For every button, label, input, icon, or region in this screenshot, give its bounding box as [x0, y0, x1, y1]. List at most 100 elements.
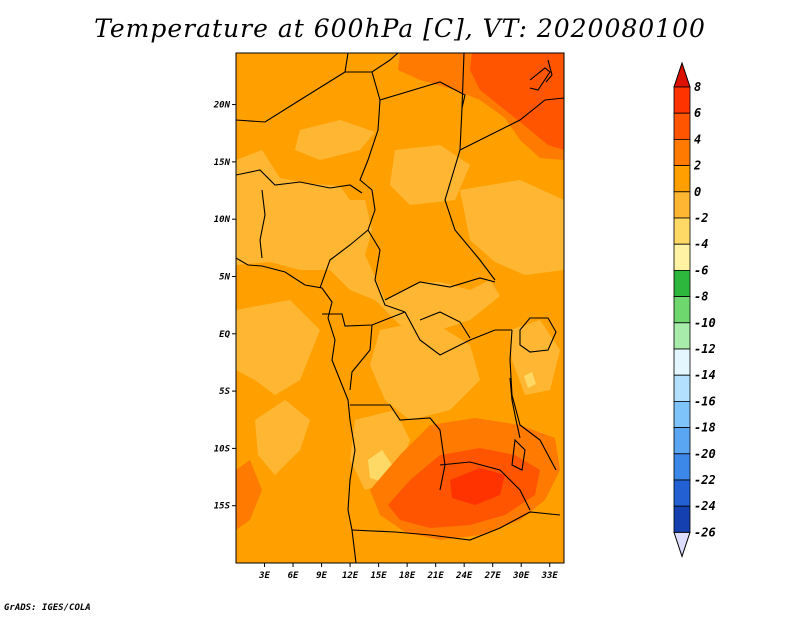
colorbar-label: 2: [693, 159, 701, 173]
lake-outline: [511, 438, 526, 471]
colorbar-label: 6: [694, 106, 701, 120]
colorbar-label: -16: [694, 394, 716, 408]
field-cool-region: [510, 320, 560, 395]
lon-tick-label: 18E: [399, 571, 416, 581]
temperature-field: [236, 53, 564, 563]
lon-tick-label: 6E: [288, 571, 299, 581]
boundary-line: [236, 53, 349, 123]
field-hot-region: [470, 53, 564, 150]
colorbar-label: -12: [694, 342, 716, 356]
boundary-line: [319, 229, 369, 289]
lat-tick-label: 15S: [214, 502, 231, 512]
river-outline: [419, 311, 471, 339]
boundary-line: [461, 53, 465, 109]
field-cool-region: [255, 400, 310, 475]
colorbar-swatch: [673, 112, 691, 140]
colorbar-label: -24: [694, 499, 716, 513]
boundary-line: [351, 511, 561, 541]
colorbar-label: -6: [694, 263, 708, 277]
coastline-east: [529, 67, 551, 91]
colorbar-label: -8: [694, 290, 708, 304]
field-cool-region: [236, 150, 500, 330]
longitude-axis: 3E 6E 9E 12E 15E 18E 21E 24E 27E 30E 33E: [258, 563, 558, 581]
boundary-line: [345, 53, 399, 73]
field-cool-region: [390, 145, 470, 205]
colorbar-swatch: [673, 138, 691, 166]
field-hottest-region: [450, 468, 505, 505]
colorbar-swatch: [673, 505, 691, 533]
boundary-line: [322, 311, 406, 327]
coastline-west: [236, 257, 357, 563]
colorbar-label: -22: [694, 473, 716, 487]
country-boundaries: [236, 53, 564, 563]
boundary-line: [459, 97, 564, 151]
boundary-line: [404, 311, 512, 356]
lat-tick-label: 10S: [214, 444, 231, 454]
colorbar-label: -4: [694, 237, 708, 251]
colorbar-swatch: [673, 217, 691, 245]
lon-tick-label: 3E: [258, 571, 270, 581]
colorbar-swatch: [673, 453, 691, 481]
colorbar-swatch: [673, 165, 691, 193]
colorbar-swatch: [673, 243, 691, 271]
colorbar-label: 8: [694, 80, 701, 94]
boundary-line: [359, 71, 381, 231]
colorbar-label: -18: [694, 421, 716, 435]
lat-tick-label: 20N: [213, 101, 231, 111]
field-cool-region: [460, 180, 564, 275]
colorbar-swatch: [673, 322, 691, 350]
lat-tick-label: 5S: [219, 387, 230, 397]
colorbar-label: -26: [694, 525, 716, 539]
colorbar-swatch: [673, 374, 691, 402]
boundary-line: [259, 189, 266, 259]
colorbar-label: -2: [694, 211, 708, 225]
lat-tick-label: 10N: [214, 215, 231, 225]
footer-credit: GrADS: IGES/COLA: [4, 603, 91, 613]
field-cool-region: [236, 300, 320, 395]
field-cool-region: [295, 120, 375, 160]
lon-tick-label: 21E: [427, 571, 445, 581]
colorbar-top-arrow: [673, 61, 691, 88]
lon-tick-label: 27E: [484, 571, 502, 581]
colorbar-swatch: [673, 427, 691, 455]
lat-tick-label: EQ: [219, 330, 230, 340]
lon-tick-label: 24E: [455, 571, 473, 581]
lake-outline: [519, 317, 557, 353]
chart-title: Temperature at 600hPa [C], VT: 202008010…: [94, 14, 706, 43]
lat-tick-label: 5N: [219, 272, 230, 282]
colorbar: 8 6 4 2 0 -2 -4 -6 -8 -10 -12 -14 -16 -18 -20 -22 -24 -26: [673, 61, 716, 558]
lake-outline: [509, 377, 521, 439]
colorbar-label: -10: [694, 316, 716, 330]
lon-tick-label: 33E: [541, 571, 559, 581]
lon-tick-label: 15E: [370, 571, 387, 581]
field-cool-region: [370, 320, 480, 420]
colorbar-label: -20: [694, 447, 716, 461]
field-warm-region: [236, 460, 262, 530]
colorbar-bottom-arrow: [673, 531, 691, 558]
latitude-axis: 20N 15N 10N 5N EQ 5S 10S 15S: [213, 101, 236, 512]
colorbar-swatch: [673, 479, 691, 507]
lon-tick-label: 30E: [512, 571, 530, 581]
boundary-line: [367, 229, 406, 313]
colorbar-label: 4: [694, 132, 701, 146]
lat-tick-label: 15N: [214, 158, 231, 168]
boundary-line: [509, 329, 557, 471]
colorbar-swatch: [673, 191, 691, 219]
colorbar-swatch: [673, 296, 691, 324]
colorbar-swatch: [673, 86, 691, 114]
lon-tick-label: 12E: [342, 571, 359, 581]
boundary-line: [439, 461, 531, 511]
plot-frame: [235, 52, 565, 564]
boundary-line: [384, 277, 496, 301]
coastline-east: [545, 59, 553, 83]
colorbar-swatch: [673, 400, 691, 428]
colorbar-swatch: [673, 348, 691, 376]
colorbar-label: 0: [694, 185, 701, 199]
lon-tick-label: 9E: [316, 571, 327, 581]
field-coolest-region: [524, 372, 536, 388]
colorbar-swatch: [673, 269, 691, 297]
boundary-line: [236, 169, 363, 194]
boundary-line: [349, 324, 373, 391]
colorbar-label: -14: [694, 368, 716, 382]
